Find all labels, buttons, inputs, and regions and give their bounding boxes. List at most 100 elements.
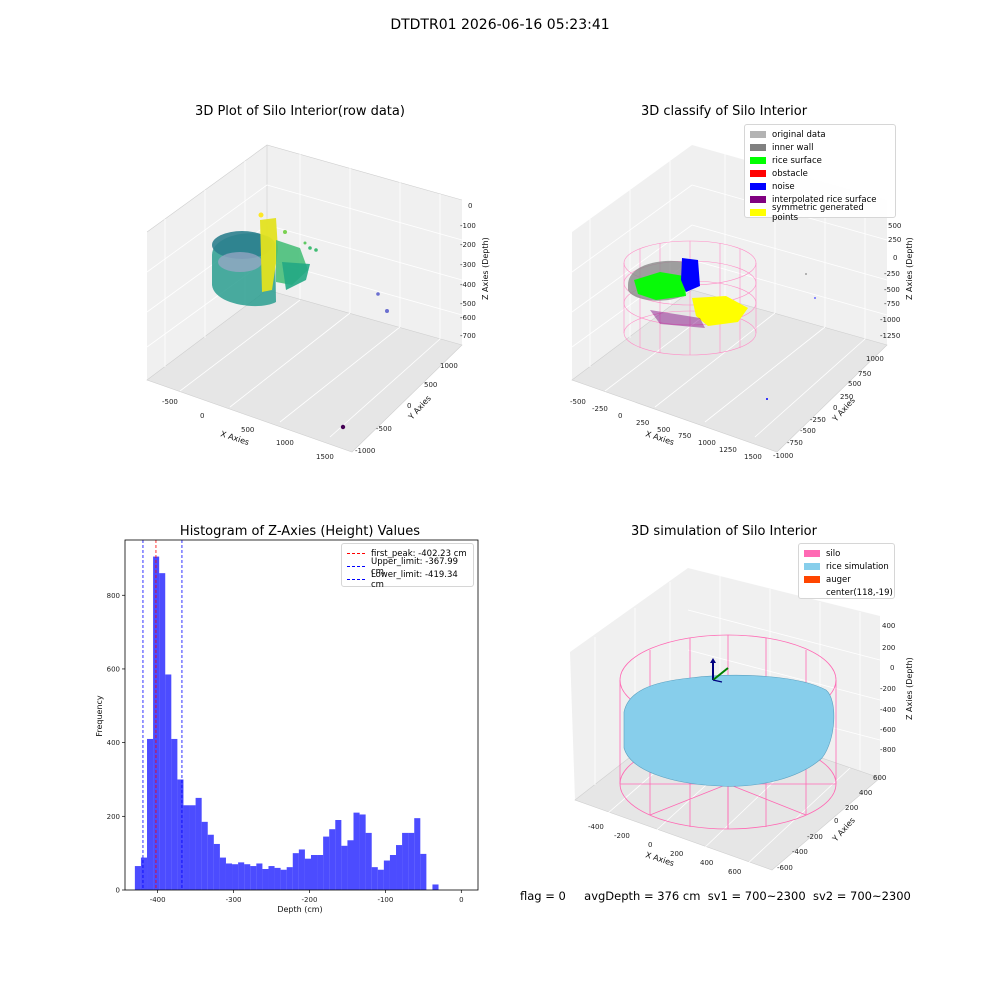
raw-z-tick: -600 (460, 314, 476, 322)
classify-y-tick: 750 (858, 370, 871, 378)
raw-plot: -500 0 500 1000 1500 1000 500 0 -500 -10… (146, 144, 490, 461)
legend-entry: noise (750, 180, 890, 193)
raw-silo-top (212, 231, 272, 259)
classify-x-tick: 250 (636, 419, 649, 427)
simulation-x-tick: -200 (614, 832, 630, 840)
histogram-bar (134, 866, 141, 890)
histogram-bar (329, 829, 336, 890)
classify-point (766, 398, 768, 400)
simulation-auger (710, 658, 729, 683)
histogram-bar (323, 836, 330, 890)
classify-y-tick: 1000 (866, 355, 884, 363)
histogram-x-tick: 0 (459, 896, 463, 904)
classify-y-tick: -1000 (773, 452, 793, 460)
classify-silo-wire (623, 240, 757, 356)
classify-plot-title: 3D classify of Silo Interior (640, 104, 808, 119)
raw-floor-pane (146, 289, 463, 453)
legend-label: Lower_limit: -419.34 cm (371, 569, 458, 590)
legend-entry: first_peak: -402.23 cm (347, 547, 468, 560)
raw-z-tick: 0 (468, 202, 472, 210)
histogram-x-tick: -200 (302, 896, 318, 904)
raw-z-label: Z Axies (Depth) (481, 237, 490, 300)
simulation-z-tick: -800 (880, 746, 896, 754)
avg-depth-text: avgDepth = 376 cm (584, 889, 701, 903)
legend-entry: obstacle (750, 167, 890, 180)
simulation-y-tick: 0 (834, 817, 838, 825)
histogram-bar (238, 862, 245, 890)
raw-x-tick: 0 (200, 412, 204, 420)
raw-z-tick: -300 (460, 261, 476, 269)
raw-y-tick: -1000 (355, 447, 375, 455)
raw-point (376, 292, 380, 296)
histogram-y-tick: 600 (107, 665, 120, 673)
legend-label: rice simulation (826, 561, 889, 572)
histogram-bar (171, 738, 178, 890)
raw-point (340, 424, 346, 430)
histogram-bar (250, 866, 257, 890)
simulation-z-tick: 400 (882, 622, 895, 630)
classify-symmetric-points (692, 296, 748, 326)
histogram-y-tick: 0 (116, 887, 120, 895)
histogram-y-label: Frequency (95, 695, 104, 737)
histogram-frame (124, 539, 479, 891)
raw-gridlines (146, 154, 463, 438)
histogram-bar (165, 674, 172, 890)
legend-swatch (804, 563, 820, 570)
classify-floor-pane (571, 289, 888, 453)
raw-yellow-face (260, 218, 278, 292)
legend-label: symmetric generated points (772, 202, 864, 223)
histogram-bar (420, 853, 427, 890)
legend-label: rice surface (772, 155, 822, 166)
raw-z-ticks: 0 -100 -200 -300 -400 -500 -600 -700 (460, 202, 476, 340)
classify-z-tick: 250 (888, 236, 901, 244)
raw-x-tick: -500 (162, 398, 178, 406)
legend-swatch (804, 576, 820, 583)
legend-label: first_peak: -402.23 cm (371, 548, 467, 559)
legend-entry: rice simulation (804, 560, 889, 573)
figure-title: DTDTR01 2026-06-16 05:23:41 (390, 17, 610, 33)
simulation-legend: silo rice simulation auger center(118,-1… (798, 543, 895, 599)
legend-swatch (750, 209, 766, 216)
histogram-bar (159, 573, 166, 890)
simulation-x-tick: 400 (700, 859, 713, 867)
raw-point (308, 246, 312, 250)
classify-x-tick: 1500 (744, 453, 762, 461)
raw-z-tick: -700 (460, 332, 476, 340)
histogram-bar (189, 805, 196, 890)
legend-line (347, 553, 365, 554)
sv1-text: sv1 = 700~2300 (707, 889, 806, 903)
histogram-plot: Depth (cm) Frequency -400 -300 -200 -100 0 0 2… (95, 539, 479, 914)
histogram-bar (201, 821, 208, 890)
histogram-bar (432, 884, 439, 890)
histogram-x-tick: -300 (226, 896, 242, 904)
classify-x-tick: 1250 (719, 446, 737, 454)
histogram-bar (371, 867, 378, 890)
simulation-y-tick: 200 (845, 804, 858, 812)
classify-y-ticks: 1000 750 500 250 0 -250 -500 -750 -1000 (773, 355, 884, 460)
simulation-z-tick: -200 (880, 685, 896, 693)
histogram-bar (396, 845, 403, 890)
histogram-bar (365, 832, 372, 890)
classify-z-tick: -1250 (880, 332, 900, 340)
classify-point-cloud (628, 258, 816, 400)
simulation-z-ticks: 400 200 0 -200 -400 -600 -800 (880, 622, 896, 754)
classify-x-tick: -500 (570, 398, 586, 406)
classify-noise (681, 258, 700, 292)
histogram-bar (183, 805, 190, 890)
legend-swatch (750, 131, 766, 138)
raw-z-tick: -500 (460, 300, 476, 308)
simulation-y-tick: -200 (807, 833, 823, 841)
raw-z-tick: -100 (460, 222, 476, 230)
classify-x-tick: -250 (592, 405, 608, 413)
legend-label: noise (772, 181, 795, 192)
legend-line (347, 566, 365, 567)
classify-z-tick: -750 (884, 300, 900, 308)
histogram-y-tick: 200 (107, 813, 120, 821)
simulation-z-label: Z Axies (Depth) (905, 657, 914, 720)
histogram-bar (353, 812, 360, 890)
simulation-y-tick: -400 (792, 848, 808, 856)
classify-z-tick: -500 (884, 286, 900, 294)
histogram-bar (195, 797, 202, 890)
histogram-y-tick: 400 (107, 739, 120, 747)
flag-text: flag = 0 (520, 889, 566, 903)
